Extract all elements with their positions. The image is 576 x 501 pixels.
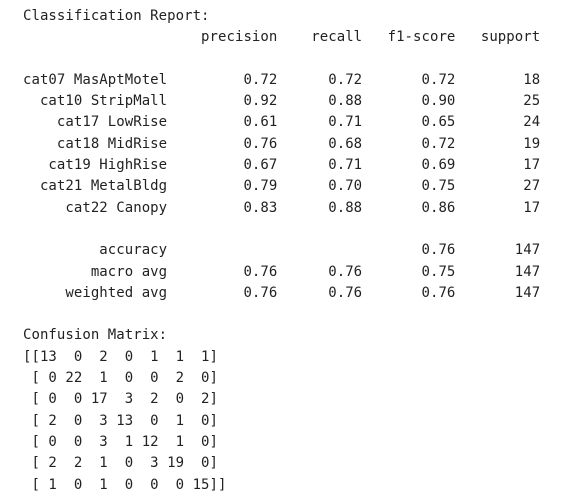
summary-row: macro avg 0.76 0.76 0.75 147 [23,263,541,280]
blank-line [23,304,540,325]
report-row: cat21 MetalBldg 0.79 0.70 0.75 27 [23,178,541,195]
confusion-matrix: [[13 0 2 0 1 1 1] [ 0 22 1 0 0 2 0] [ 0 … [23,347,540,496]
report-row: cat10 StripMall 0.92 0.88 0.90 25 [23,93,541,110]
report-row: cat19 HighRise 0.67 0.71 0.69 17 [23,157,541,174]
blank-line [23,49,540,70]
report-row: cat17 LowRise 0.61 0.71 0.65 24 [23,114,541,131]
matrix-row: [[13 0 2 0 1 1 1] [23,348,219,365]
matrix-row: [ 0 0 3 1 12 1 0] [23,433,219,450]
confusion-matrix-title: Confusion Matrix: [23,327,168,344]
report-row: cat07 MasAptMotel 0.72 0.72 0.72 18 [23,71,541,88]
classification-report-title: Classification Report: [23,8,210,24]
matrix-row: [ 0 22 1 0 0 2 0] [23,370,219,387]
report-row: cat18 MidRise 0.76 0.68 0.72 19 [23,135,541,152]
blank-line [23,219,540,240]
matrix-row: [ 1 0 1 0 0 0 15]] [23,476,227,493]
report-header-row: precision recall f1-score support [23,29,541,46]
notebook-output: Classification Report: precision recall … [23,6,540,496]
summary-row: weighted avg 0.76 0.76 0.76 147 [23,284,541,301]
report-row: cat22 Canopy 0.83 0.88 0.86 17 [23,199,541,216]
report-rows: cat07 MasAptMotel 0.72 0.72 0.72 18 cat1… [23,70,540,219]
matrix-row: [ 2 2 1 0 3 19 0] [23,455,219,472]
summary-rows: accuracy 0.76 147 macro avg 0.76 0.76 0.… [23,240,540,304]
matrix-row: [ 2 0 3 13 0 1 0] [23,412,219,429]
matrix-row: [ 0 0 17 3 2 0 2] [23,391,219,408]
summary-row: accuracy 0.76 147 [23,242,541,259]
